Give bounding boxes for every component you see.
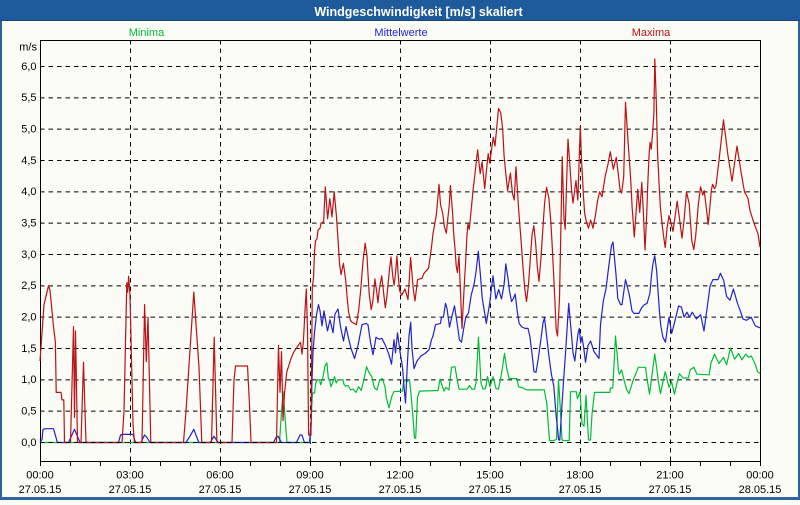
svg-text:00:00: 00:00 [746,470,774,482]
svg-text:27.05.15: 27.05.15 [109,484,152,496]
svg-text:27.05.15: 27.05.15 [379,484,422,496]
svg-text:27.05.15: 27.05.15 [559,484,602,496]
svg-text:4,5: 4,5 [21,155,36,167]
svg-text:2,5: 2,5 [21,280,36,292]
svg-text:06:00: 06:00 [206,470,234,482]
svg-text:27.05.15: 27.05.15 [289,484,332,496]
svg-text:1,0: 1,0 [21,374,36,386]
svg-text:0,5: 0,5 [21,406,36,418]
svg-text:Minima: Minima [129,27,165,39]
svg-text:09:00: 09:00 [296,470,324,482]
svg-text:2,0: 2,0 [21,312,36,324]
svg-text:27.05.15: 27.05.15 [199,484,242,496]
svg-text:12:00: 12:00 [386,470,414,482]
svg-text:0,0: 0,0 [21,437,36,449]
svg-text:6,0: 6,0 [21,61,36,73]
svg-text:27.05.15: 27.05.15 [649,484,692,496]
svg-text:Windgeschwindigkeit [m/s] skal: Windgeschwindigkeit [m/s] skaliert [314,5,523,19]
svg-text:m/s: m/s [19,42,37,54]
svg-text:Mittelwerte: Mittelwerte [374,27,427,39]
svg-text:4,0: 4,0 [21,186,36,198]
svg-text:3,5: 3,5 [21,218,36,230]
svg-text:18:00: 18:00 [566,470,594,482]
svg-text:3,0: 3,0 [21,249,36,261]
svg-text:27.05.15: 27.05.15 [19,484,62,496]
svg-text:5,5: 5,5 [21,92,36,104]
svg-text:03:00: 03:00 [116,470,144,482]
svg-text:27.05.15: 27.05.15 [469,484,512,496]
svg-text:1,5: 1,5 [21,343,36,355]
svg-text:21:00: 21:00 [656,470,684,482]
svg-text:00:00: 00:00 [26,470,54,482]
svg-text:28.05.15: 28.05.15 [739,484,782,496]
svg-text:5,0: 5,0 [21,124,36,136]
svg-text:Maxima: Maxima [632,27,671,39]
svg-text:15:00: 15:00 [476,470,504,482]
